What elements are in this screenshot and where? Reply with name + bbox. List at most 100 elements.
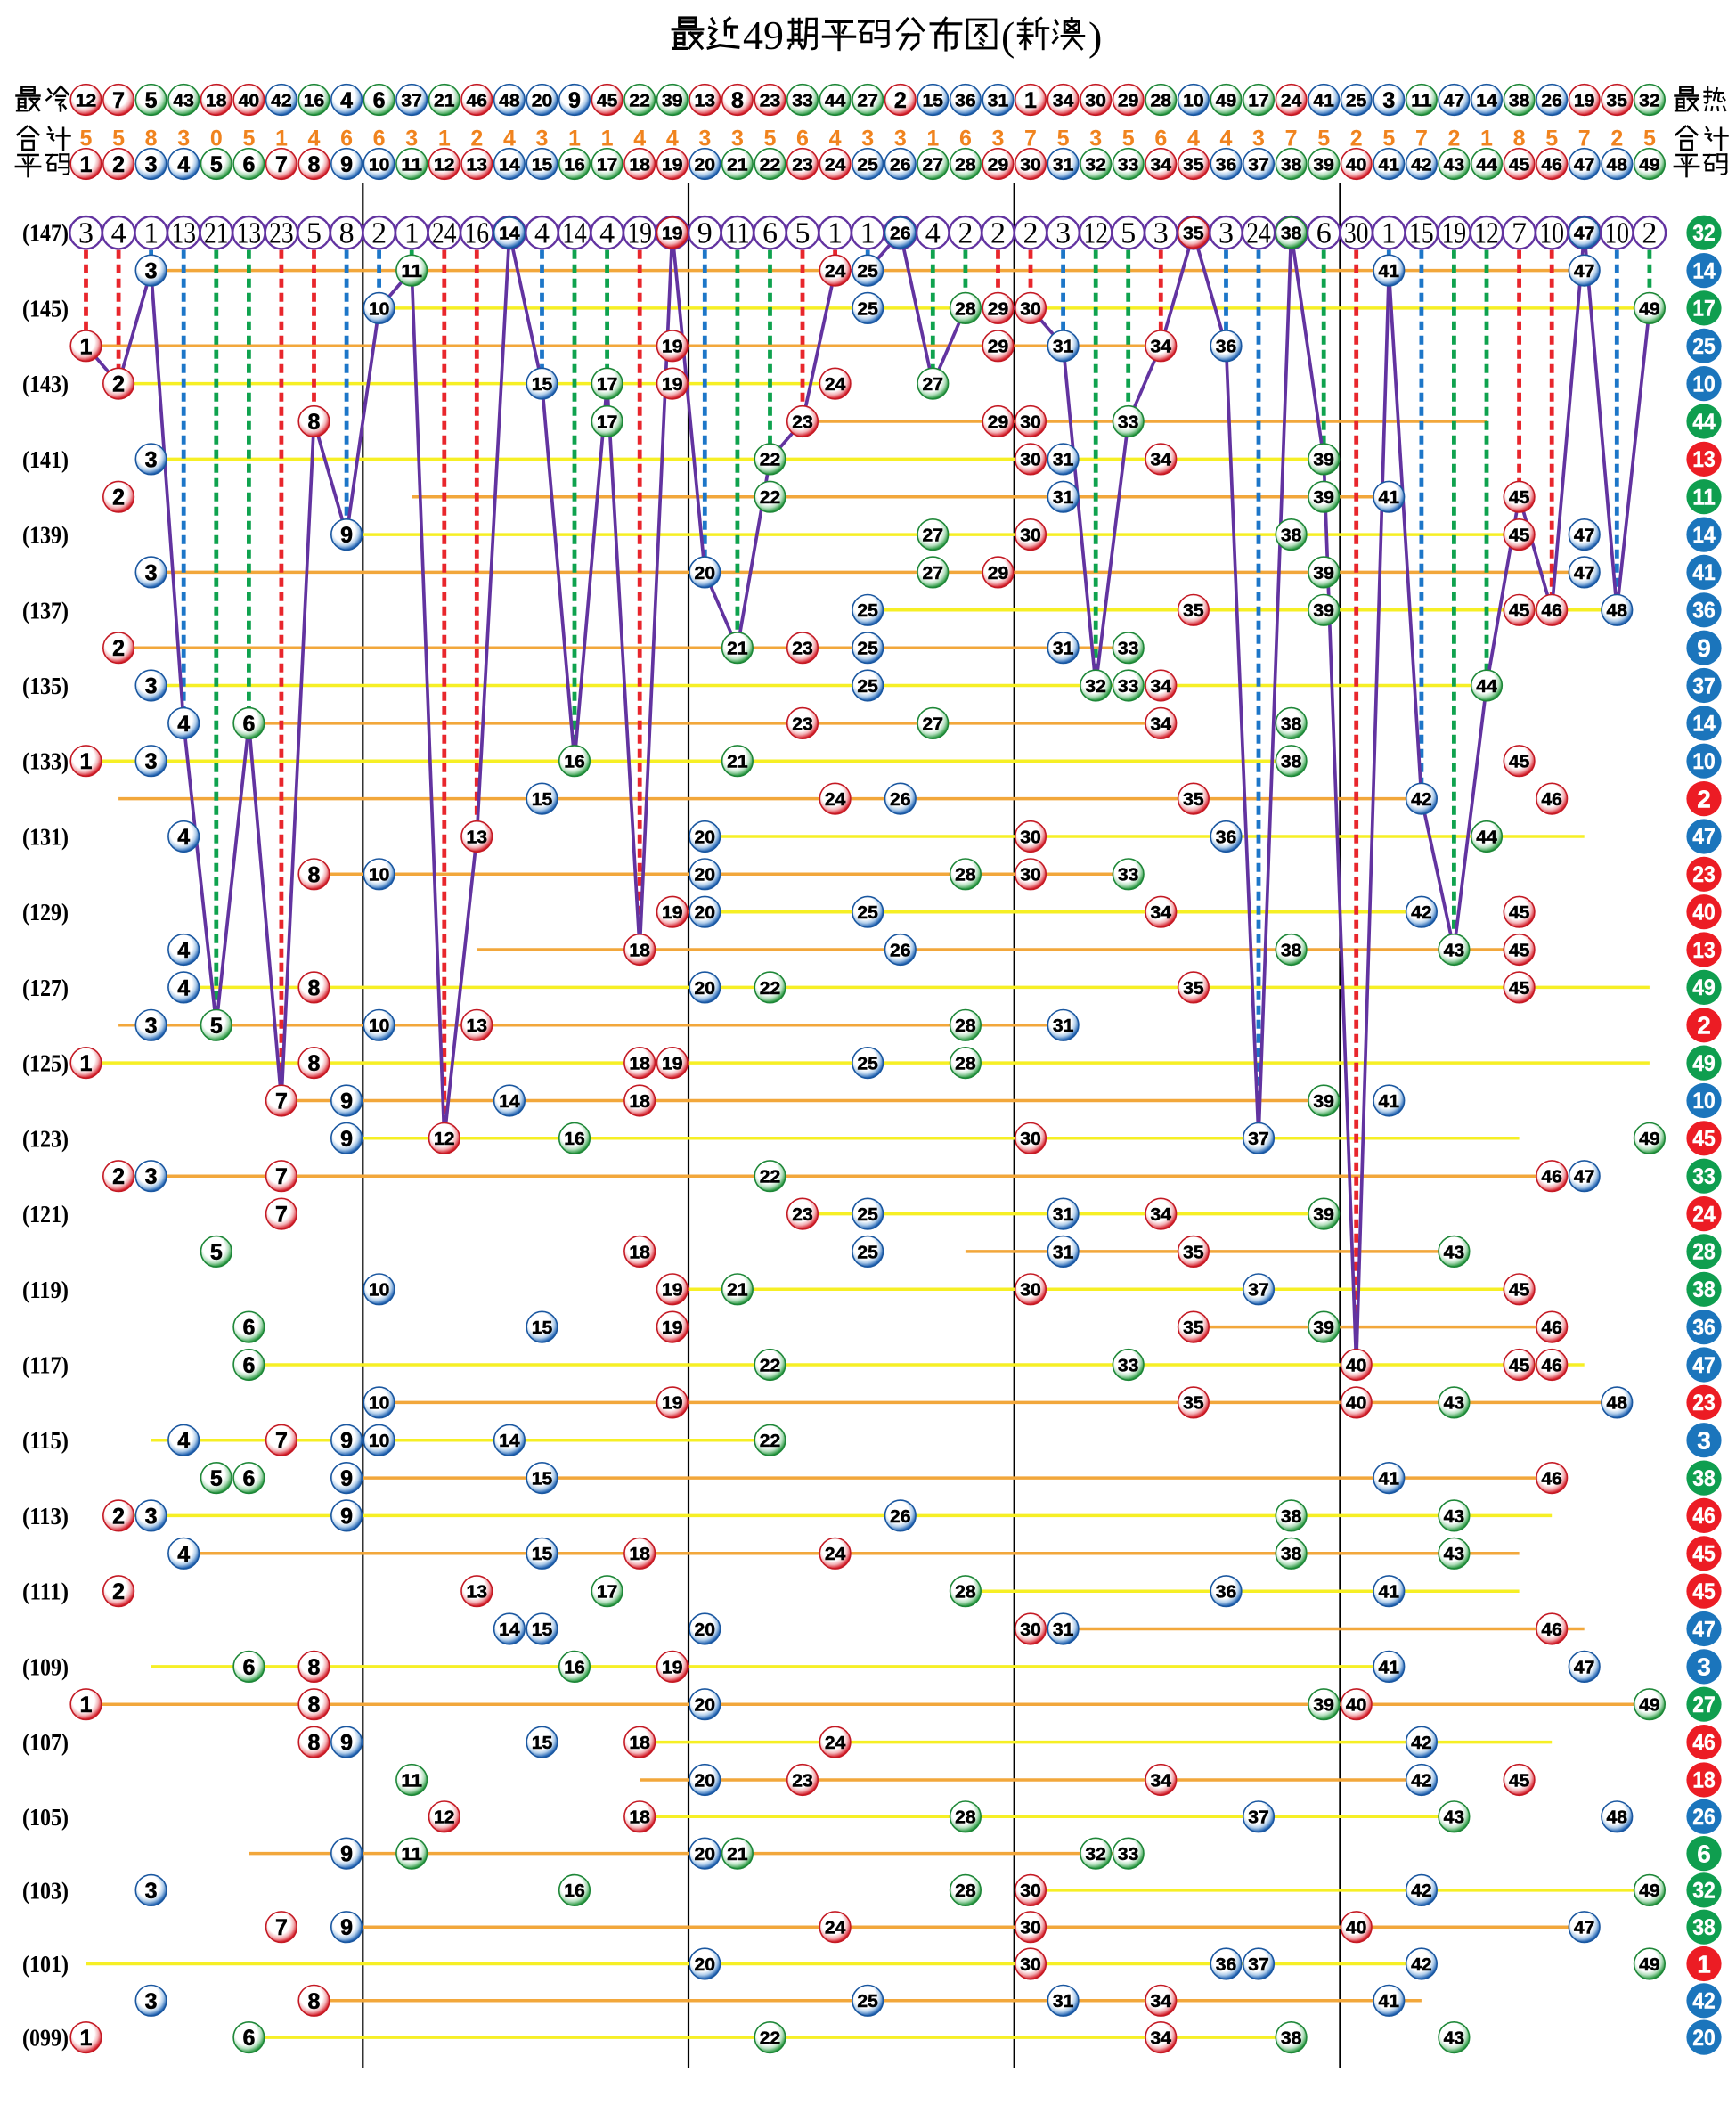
svg-text:42: 42	[1411, 1881, 1432, 1901]
svg-text:25: 25	[1346, 90, 1367, 110]
svg-text:16: 16	[564, 1657, 585, 1677]
svg-text:8: 8	[308, 1693, 321, 1717]
svg-text:37: 37	[1248, 1129, 1269, 1149]
svg-text:20: 20	[695, 865, 716, 885]
svg-text:13: 13	[695, 90, 716, 110]
svg-text:11: 11	[401, 1770, 422, 1791]
svg-text:2: 2	[112, 152, 125, 177]
svg-text:32: 32	[1085, 676, 1106, 697]
svg-text:13: 13	[467, 1016, 488, 1036]
svg-text:19: 19	[662, 154, 683, 175]
svg-text:10: 10	[369, 154, 390, 175]
svg-text:49: 49	[1639, 154, 1660, 175]
svg-text:23: 23	[1692, 1391, 1716, 1416]
svg-text:27: 27	[923, 714, 944, 734]
svg-text:48: 48	[499, 90, 520, 110]
svg-text:3: 3	[145, 1014, 158, 1039]
svg-text:18: 18	[1692, 1768, 1716, 1793]
svg-text:3: 3	[1697, 1427, 1711, 1455]
svg-text:46: 46	[1692, 1504, 1716, 1529]
svg-text:46: 46	[1692, 1730, 1716, 1755]
svg-text:2: 2	[1697, 1012, 1711, 1040]
svg-text:21: 21	[434, 90, 455, 110]
svg-text:36: 36	[1216, 1582, 1237, 1603]
svg-text:36: 36	[1216, 154, 1237, 175]
svg-text:42: 42	[1411, 1770, 1432, 1791]
svg-text:20: 20	[695, 1620, 716, 1640]
svg-text:6: 6	[242, 1466, 255, 1491]
svg-text:18: 18	[629, 1242, 650, 1262]
svg-text:40: 40	[1346, 1918, 1367, 1938]
svg-text:23: 23	[792, 412, 813, 432]
svg-text:39: 39	[1313, 600, 1334, 621]
svg-text:1: 1	[601, 126, 614, 151]
svg-text:26: 26	[890, 789, 911, 810]
svg-text:14: 14	[562, 217, 587, 250]
svg-text:45: 45	[1692, 1579, 1716, 1604]
svg-text:10: 10	[369, 1393, 390, 1414]
svg-text:12: 12	[434, 1129, 455, 1149]
svg-text:47: 47	[1574, 261, 1595, 281]
svg-text:49: 49	[1692, 975, 1716, 1000]
svg-text:31: 31	[1053, 450, 1074, 470]
svg-text:43: 43	[1444, 154, 1465, 175]
svg-text:42: 42	[1411, 789, 1432, 810]
svg-text:22: 22	[760, 1167, 781, 1187]
svg-text:46: 46	[1541, 1469, 1562, 1489]
svg-text:24: 24	[825, 1733, 846, 1753]
svg-text:17: 17	[1692, 297, 1716, 322]
svg-text:(113): (113)	[22, 1503, 69, 1530]
svg-text:30: 30	[1020, 827, 1041, 847]
svg-text:8: 8	[308, 152, 321, 177]
svg-text:19: 19	[662, 337, 683, 357]
svg-text:5: 5	[1317, 126, 1330, 151]
svg-text:7: 7	[1512, 217, 1527, 250]
svg-text:37: 37	[1248, 1954, 1269, 1975]
svg-text:3: 3	[731, 126, 744, 151]
svg-text:45: 45	[597, 90, 618, 110]
svg-text:35: 35	[1183, 154, 1204, 175]
svg-text:25: 25	[857, 298, 878, 319]
svg-text:9: 9	[568, 88, 581, 113]
svg-text:(109): (109)	[22, 1653, 69, 1680]
svg-text:(137): (137)	[22, 597, 69, 624]
svg-text:2: 2	[1023, 217, 1039, 250]
svg-text:6: 6	[762, 217, 778, 250]
svg-text:7: 7	[275, 1203, 288, 1228]
svg-text:46: 46	[1541, 1167, 1562, 1187]
svg-text:33: 33	[1118, 1844, 1139, 1864]
svg-text:5: 5	[145, 88, 158, 113]
svg-text:31: 31	[1053, 337, 1074, 357]
svg-text:37: 37	[1248, 1807, 1269, 1828]
svg-text:37: 37	[1248, 154, 1269, 175]
svg-text:11: 11	[1692, 485, 1716, 510]
svg-text:4: 4	[925, 217, 941, 250]
svg-text:8: 8	[308, 862, 321, 887]
svg-text:13: 13	[467, 154, 488, 175]
svg-text:2: 2	[894, 88, 907, 113]
svg-text:3: 3	[145, 447, 158, 472]
svg-text:47: 47	[1692, 1617, 1716, 1642]
svg-text:1: 1	[568, 126, 581, 151]
svg-text:3: 3	[145, 1504, 158, 1529]
svg-text:13: 13	[467, 1582, 488, 1603]
svg-text:1: 1	[926, 126, 939, 151]
svg-text:1: 1	[275, 126, 288, 151]
svg-text:1: 1	[1381, 217, 1397, 250]
svg-text:(135): (135)	[22, 673, 69, 699]
svg-text:27: 27	[857, 90, 878, 110]
svg-text:39: 39	[1313, 1318, 1334, 1338]
svg-text:30: 30	[1020, 865, 1041, 885]
svg-text:40: 40	[1346, 1393, 1367, 1414]
svg-text:4: 4	[1220, 126, 1233, 151]
svg-text:9: 9	[340, 1127, 353, 1152]
svg-text:38: 38	[1281, 2027, 1302, 2048]
svg-text:46: 46	[1541, 1355, 1562, 1375]
svg-text:0: 0	[210, 126, 223, 151]
svg-text:3: 3	[145, 1879, 158, 1904]
svg-text:18: 18	[629, 1091, 650, 1112]
svg-text:22: 22	[760, 487, 781, 508]
svg-text:9: 9	[340, 1504, 353, 1529]
svg-text:6: 6	[1154, 126, 1167, 151]
svg-text:48: 48	[1607, 1393, 1628, 1414]
